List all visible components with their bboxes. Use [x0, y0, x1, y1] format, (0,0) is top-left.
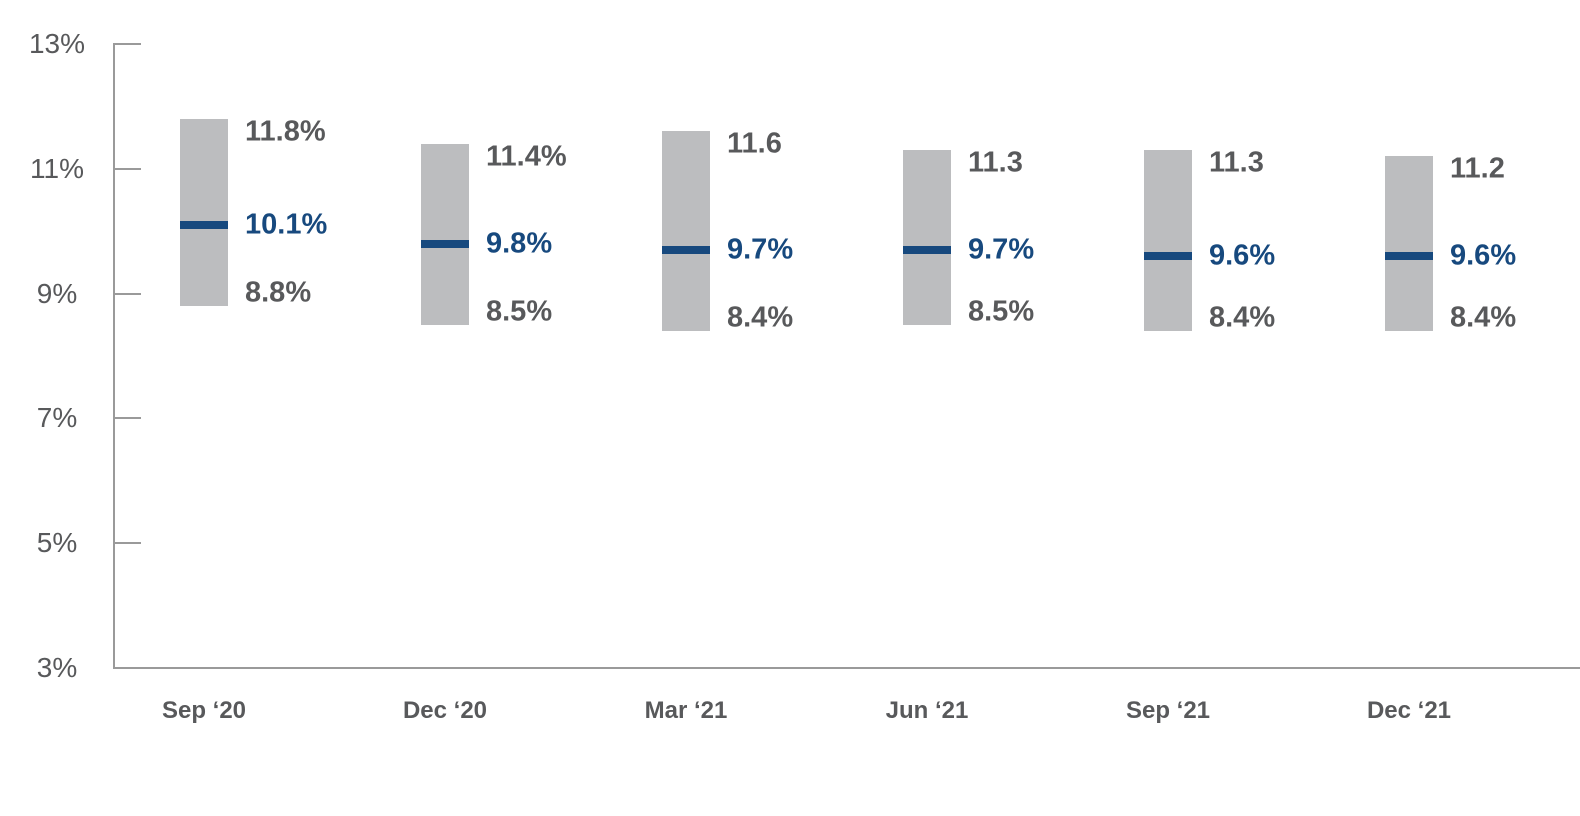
y-axis-tick — [113, 43, 141, 45]
x-axis-category-label: Jun ‘21 — [885, 697, 969, 724]
median-marker — [903, 245, 951, 254]
median-value-label: 9.6% — [1450, 239, 1517, 272]
high-value-label: 11.8% — [245, 115, 326, 148]
median-marker — [662, 245, 710, 254]
high-value-label: 11.3 — [1209, 146, 1264, 179]
y-axis-tick-label: 13% — [28, 28, 86, 59]
y-axis-tick — [113, 667, 141, 669]
range-bar — [421, 143, 469, 325]
x-axis-category-label: Dec ‘21 — [1366, 697, 1452, 724]
median-value-label: 10.1% — [245, 208, 328, 241]
median-marker — [421, 239, 469, 248]
high-value-label: 11.2 — [1450, 152, 1505, 185]
range-bar — [1385, 156, 1433, 332]
y-axis-tick-label: 5% — [36, 527, 78, 559]
range-bar — [903, 150, 951, 325]
median-value-label: 9.6% — [1209, 239, 1276, 272]
x-axis-line — [113, 667, 1580, 669]
x-axis-category-label: Sep ‘21 — [1125, 697, 1211, 724]
range-bar — [1144, 150, 1192, 332]
high-value-label: 11.4% — [486, 140, 567, 173]
high-value-label: 11.6 — [727, 127, 782, 160]
y-axis-tick — [113, 542, 141, 545]
high-value-label: 11.3 — [968, 146, 1023, 179]
x-axis-category-label: Sep ‘20 — [161, 697, 247, 724]
y-axis-tick-label: 11% — [30, 152, 84, 184]
y-axis-tick — [113, 167, 141, 170]
y-axis-tick-label: 3% — [36, 652, 78, 683]
range-bar — [180, 118, 228, 307]
low-value-label: 8.5% — [486, 295, 553, 328]
low-value-label: 8.4% — [1450, 301, 1517, 334]
median-marker — [1144, 252, 1192, 261]
range-bar — [662, 131, 710, 332]
low-value-label: 8.4% — [1209, 301, 1276, 334]
x-axis-category-label: Mar ‘21 — [644, 697, 728, 724]
median-marker — [1385, 252, 1433, 261]
y-axis-tick — [113, 292, 141, 295]
median-marker — [180, 220, 228, 229]
median-value-label: 9.7% — [727, 233, 794, 266]
y-axis-tick — [113, 417, 141, 420]
x-axis-category-label: Dec ‘20 — [402, 697, 488, 724]
low-value-label: 8.4% — [727, 301, 794, 334]
median-value-label: 9.7% — [968, 233, 1035, 266]
low-value-label: 8.8% — [245, 276, 312, 309]
y-axis-line — [113, 44, 115, 669]
low-value-label: 8.5% — [968, 295, 1035, 328]
median-value-label: 9.8% — [486, 227, 553, 260]
y-axis-tick-label: 7% — [36, 402, 78, 434]
y-axis-tick-label: 9% — [36, 277, 78, 309]
